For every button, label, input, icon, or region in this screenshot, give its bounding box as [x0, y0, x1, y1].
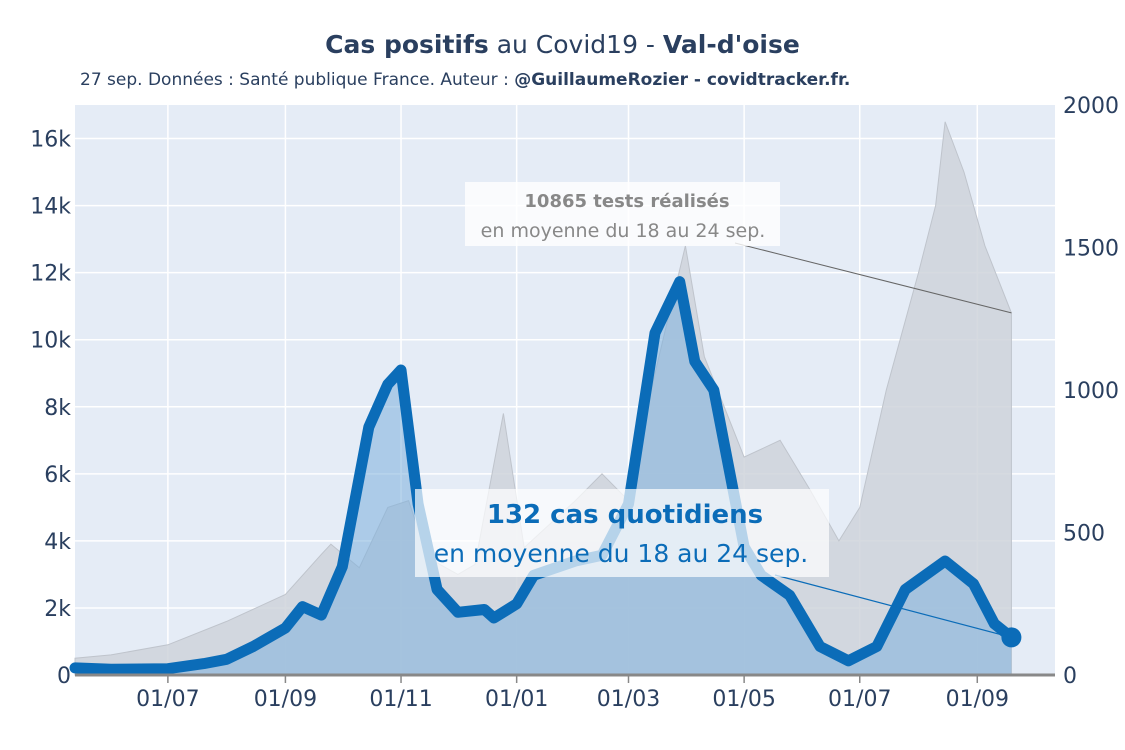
y-left-tick-label-6: 12k [30, 262, 71, 287]
cases-annotation-arrow [774, 574, 1012, 638]
y-right-tick-label-1: 500 [1063, 522, 1105, 547]
x-tick-label-5: 01/05 [712, 687, 775, 712]
cases-area [75, 281, 1012, 675]
cases-line [69, 276, 1017, 675]
y-right-tick-label-0: 0 [1063, 664, 1077, 689]
y-right-tick-label-4: 2000 [1063, 94, 1119, 119]
y-left-tick-label-0: 0 [57, 664, 71, 689]
y-left-tick-label-2: 4k [44, 530, 71, 555]
y-right-tick-label-2: 1000 [1063, 379, 1119, 404]
tests-annotation-title: 10865 tests réalisés [524, 191, 729, 212]
y-left-tick-label-8: 16k [30, 128, 71, 153]
y-left-tick-label-1: 2k [44, 597, 71, 622]
x-tick-label-2: 01/11 [369, 687, 432, 712]
chart-subtitle: 27 sep. Données : Santé publique France.… [80, 70, 850, 90]
x-tick-label-7: 01/09 [946, 687, 1009, 712]
tests-annotation-arrow [734, 242, 1012, 314]
x-tick-label-0: 01/07 [136, 687, 199, 712]
y-left-tick-label-3: 6k [44, 463, 71, 488]
y-left-tick-label-7: 14k [30, 195, 71, 220]
x-tick-label-4: 01/03 [597, 687, 660, 712]
x-tick-label-3: 01/01 [485, 687, 548, 712]
tests-annotation-box [465, 182, 780, 246]
title-bold-part-1: Cas positifs [325, 30, 489, 59]
title-bold-part-2: Val-d'oise [662, 30, 800, 59]
subtitle-bold: @GuillaumeRozier - covidtracker.fr. [514, 70, 851, 90]
y-left-tick-label-5: 10k [30, 329, 71, 354]
title-middle-part: au Covid19 - [488, 30, 663, 59]
y-left-tick-label-4: 8k [44, 396, 71, 421]
cases-annotation-box [415, 489, 829, 577]
chart-title: Cas positifs au Covid19 - Val-d'oise [0, 30, 1125, 59]
tests-annotation-text: en moyenne du 18 au 24 sep. [481, 220, 766, 242]
y-right-tick-label-3: 1500 [1063, 237, 1119, 262]
cases-annotation-title: 132 cas quotidiens [487, 500, 763, 530]
cases-annotation-text: en moyenne du 18 au 24 sep. [434, 539, 809, 568]
subtitle-plain: 27 sep. Données : Santé publique France.… [80, 70, 515, 90]
x-tick-label-6: 01/07 [828, 687, 891, 712]
x-tick-label-1: 01/09 [254, 687, 317, 712]
